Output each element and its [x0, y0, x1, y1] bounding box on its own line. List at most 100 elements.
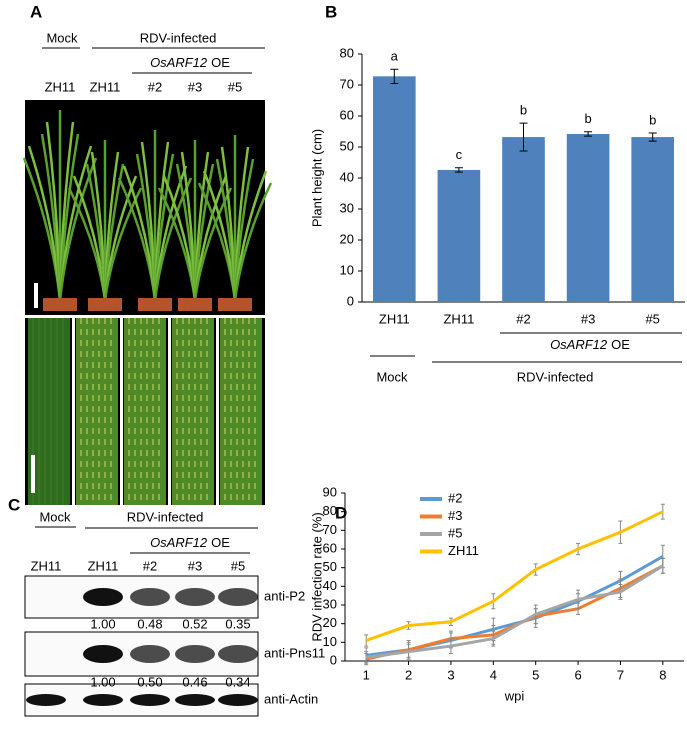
- band: [83, 645, 123, 663]
- bar: [437, 169, 481, 302]
- x-tick-label: 6: [574, 667, 581, 682]
- band: [130, 694, 170, 706]
- separator: [120, 318, 123, 505]
- band: [130, 588, 170, 606]
- group-label: RDV-infected: [127, 509, 204, 524]
- gene-name: OsARF12: [150, 535, 208, 550]
- series-line: [365, 564, 664, 661]
- western-blots: [24, 575, 259, 717]
- y-tick-label: 30: [323, 596, 337, 611]
- significance-letter: b: [584, 111, 591, 126]
- y-tick-label: 0: [347, 293, 354, 308]
- legend-label: #2: [448, 490, 462, 505]
- quantification: 0.50: [137, 674, 162, 689]
- group-label: RDV-infected: [517, 369, 594, 384]
- x-tick-label: 5: [532, 667, 539, 682]
- x-tick-label: ZH11: [443, 311, 474, 326]
- pot: [43, 298, 77, 311]
- error-bar: [390, 68, 399, 84]
- band: [175, 694, 215, 706]
- leaf-strip: [172, 318, 214, 505]
- x-tick-label: #2: [516, 311, 530, 326]
- bar: [502, 137, 545, 302]
- series-line: [365, 555, 664, 657]
- pot: [218, 298, 252, 311]
- quantification: 0.34: [225, 674, 250, 689]
- band: [130, 645, 170, 663]
- bar: [631, 137, 675, 302]
- quantification: 0.48: [137, 616, 162, 631]
- error-bar: [584, 131, 593, 137]
- plant-leaf: [153, 177, 193, 301]
- genotype-label: OsARF12 OE: [550, 337, 630, 352]
- quantification: 1.00: [90, 616, 115, 631]
- y-tick-label: 40: [340, 169, 354, 184]
- separator: [216, 318, 219, 505]
- x-tick-label: 4: [490, 667, 497, 682]
- genotype-label: OsARF12 OE: [150, 535, 230, 550]
- quantification: 0.52: [182, 616, 207, 631]
- lane-label: #5: [228, 79, 242, 94]
- y-tick-label: 90: [323, 484, 337, 499]
- y-axis-label: Plant height (cm): [309, 129, 324, 227]
- error-bar: [519, 122, 528, 152]
- quantification: 0.46: [182, 674, 207, 689]
- quantification: 0.35: [225, 616, 250, 631]
- y-tick-label: 30: [340, 200, 354, 215]
- lane-label: ZH11: [88, 558, 119, 573]
- lane-label: #2: [143, 558, 157, 573]
- leaf-strip: [124, 318, 166, 505]
- error-bar: [454, 167, 463, 173]
- y-tick-label: 40: [323, 578, 337, 593]
- band: [218, 645, 258, 663]
- y-axis-label: RDV infection rate (%): [309, 512, 324, 641]
- series-line: [365, 564, 664, 659]
- scale-bar: [31, 455, 35, 493]
- significance-letter: c: [456, 147, 463, 162]
- bar: [372, 76, 416, 302]
- x-tick-label: ZH11: [379, 311, 410, 326]
- gene-suffix: OE: [211, 535, 230, 550]
- bar: [566, 133, 610, 302]
- error-bar: [648, 132, 657, 142]
- legend-label: #5: [448, 525, 462, 540]
- x-tick-label: 3: [447, 667, 454, 682]
- x-axis-label: wpi: [504, 688, 525, 703]
- y-tick-label: 20: [340, 231, 354, 246]
- y-tick-label: 50: [340, 138, 354, 153]
- y-tick-label: 80: [340, 45, 354, 60]
- y-tick-label: 10: [323, 634, 337, 649]
- significance-letter: a: [391, 49, 399, 64]
- group-label: Mock: [376, 369, 408, 384]
- band: [218, 694, 258, 706]
- scale-bar: [34, 283, 38, 308]
- x-tick-label: 7: [617, 667, 624, 682]
- blot-label: anti-P2: [264, 588, 305, 603]
- x-tick-label: #5: [645, 311, 659, 326]
- gene-suffix: OE: [611, 337, 630, 352]
- leaf-strip: [220, 318, 262, 505]
- plants: [22, 110, 273, 505]
- quantification: 1.00: [90, 674, 115, 689]
- leaf-strip: [76, 318, 118, 505]
- lane-label: #2: [148, 79, 162, 94]
- legend-label: #3: [448, 508, 462, 523]
- panel-label: B: [325, 2, 337, 21]
- blot-label: anti-Pns11: [264, 645, 325, 660]
- band: [218, 588, 258, 606]
- y-tick-label: 60: [323, 540, 337, 555]
- pot: [178, 298, 212, 311]
- lane-label: #5: [231, 558, 245, 573]
- pot: [138, 298, 172, 311]
- lane-label: #3: [188, 558, 202, 573]
- group-label: Mock: [39, 509, 71, 524]
- legend-label: ZH11: [448, 543, 479, 558]
- panel-label: A: [30, 2, 42, 21]
- error-bar: [660, 503, 665, 520]
- y-tick-label: 20: [323, 615, 337, 630]
- group-label: RDV-infected: [140, 30, 217, 45]
- separator: [72, 318, 75, 505]
- band: [83, 588, 123, 606]
- series-line: [365, 510, 664, 642]
